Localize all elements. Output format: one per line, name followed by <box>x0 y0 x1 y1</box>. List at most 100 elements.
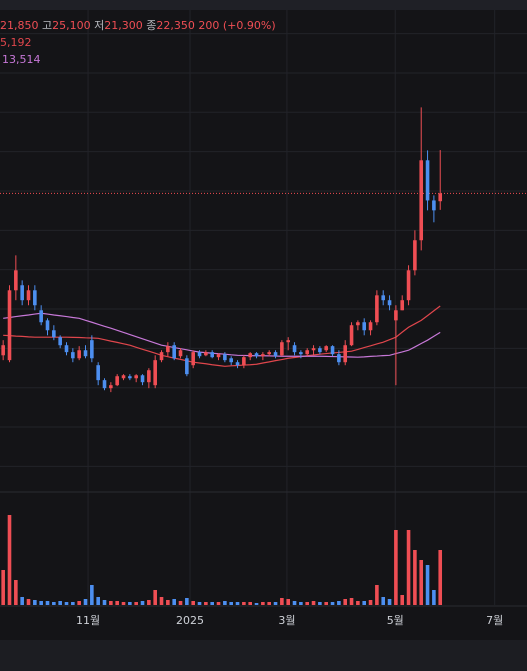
x-tick-label: 5월 <box>387 614 404 627</box>
high: 25,100 <box>52 19 91 32</box>
moving-average <box>3 305 441 367</box>
candle-body <box>318 348 322 353</box>
candle-body <box>299 352 303 355</box>
candle-body <box>375 295 379 323</box>
open: 21,850 <box>0 19 39 32</box>
candle-body <box>178 350 183 357</box>
close-label: 종 <box>146 19 156 32</box>
candle-body <box>216 354 221 358</box>
x-tick-label: 3월 <box>278 614 295 627</box>
volume-bar <box>425 565 430 605</box>
volume-bar <box>96 597 100 605</box>
candle-body <box>387 300 392 306</box>
candle-body <box>438 193 443 202</box>
volume-bar <box>394 530 398 605</box>
x-tick-label: 11월 <box>76 614 100 627</box>
x-tick-label: 2025 <box>176 614 204 627</box>
candle-body <box>153 360 157 386</box>
volume-bar <box>400 595 405 605</box>
candle-body <box>235 362 240 366</box>
volume-bar <box>134 602 138 605</box>
volume-bar <box>311 601 316 605</box>
volume-bar <box>128 602 132 605</box>
top-strip <box>0 0 527 10</box>
volume-bar <box>77 601 81 605</box>
candle-body <box>330 346 335 355</box>
candle-body <box>39 310 43 323</box>
candle-body <box>273 352 278 357</box>
candle-body <box>185 358 189 375</box>
candle-body <box>58 337 62 346</box>
volume-bar <box>204 602 208 605</box>
candle-body <box>147 370 151 383</box>
price-legend: 21,850 고25,100 저21,300 종22,350 200 (+0.9… <box>0 19 276 32</box>
volume-bar <box>83 599 88 605</box>
volume-bar <box>1 570 5 605</box>
volume-bar <box>381 597 386 605</box>
low: 21,300 <box>104 19 143 32</box>
volume-bar <box>115 601 119 605</box>
volume-bar <box>318 602 322 605</box>
candle-body <box>356 322 360 326</box>
volume-bar <box>45 601 50 605</box>
volume-bar <box>147 600 151 605</box>
candle-body <box>134 375 138 379</box>
volume-bar <box>248 602 252 605</box>
candle-body <box>115 376 119 386</box>
candle-body <box>210 352 214 358</box>
candle-body <box>381 295 386 301</box>
volume-bar <box>58 601 62 605</box>
change: 200 (+0.90%) <box>198 19 275 32</box>
candle-body <box>96 365 100 381</box>
volume-bar <box>438 550 443 605</box>
candle-body <box>425 160 430 201</box>
candle-body <box>337 354 341 363</box>
volume-bar <box>242 602 246 605</box>
candle-body <box>1 345 5 356</box>
volume-bar <box>387 599 392 605</box>
candle-body <box>267 352 272 355</box>
volume-bar <box>52 602 56 605</box>
candle-body <box>166 346 170 353</box>
candle-body <box>159 352 164 361</box>
candle-body <box>172 345 176 359</box>
close: 22,350 <box>156 19 195 32</box>
volume-bar <box>7 515 12 605</box>
candle-body <box>33 290 37 306</box>
volume-bar <box>90 585 94 605</box>
volume-bar <box>356 601 360 605</box>
volume-bar <box>229 602 233 605</box>
volume-bar <box>216 602 221 605</box>
candle-body <box>419 160 424 241</box>
volume-bar <box>71 602 75 605</box>
volume-bar <box>223 601 227 605</box>
bottom-strip <box>0 640 527 671</box>
candle-body <box>197 352 202 357</box>
volume-bar <box>305 602 310 605</box>
candle-body <box>83 350 88 357</box>
marks <box>0 107 527 605</box>
x-tick-label: 7월 <box>486 614 503 627</box>
volume-bar <box>343 599 348 605</box>
volume-bar <box>368 600 373 605</box>
volume-bar <box>191 601 195 605</box>
candle-body <box>394 310 398 321</box>
candle-body <box>324 346 329 351</box>
candle-body <box>223 354 227 361</box>
volume-bar <box>166 600 170 605</box>
candle-body <box>261 354 265 357</box>
volume-bar <box>64 602 69 605</box>
volume-bar <box>159 597 164 605</box>
candle-body <box>20 285 24 301</box>
volume-bar <box>273 602 278 605</box>
volume-bar <box>26 599 31 605</box>
volume-bar <box>102 600 107 605</box>
candle-body <box>280 342 284 356</box>
volume-bar <box>375 585 379 605</box>
moving-average <box>3 312 441 358</box>
candle-body <box>362 322 367 331</box>
candle-body <box>71 352 75 359</box>
volume-bar <box>20 597 24 605</box>
